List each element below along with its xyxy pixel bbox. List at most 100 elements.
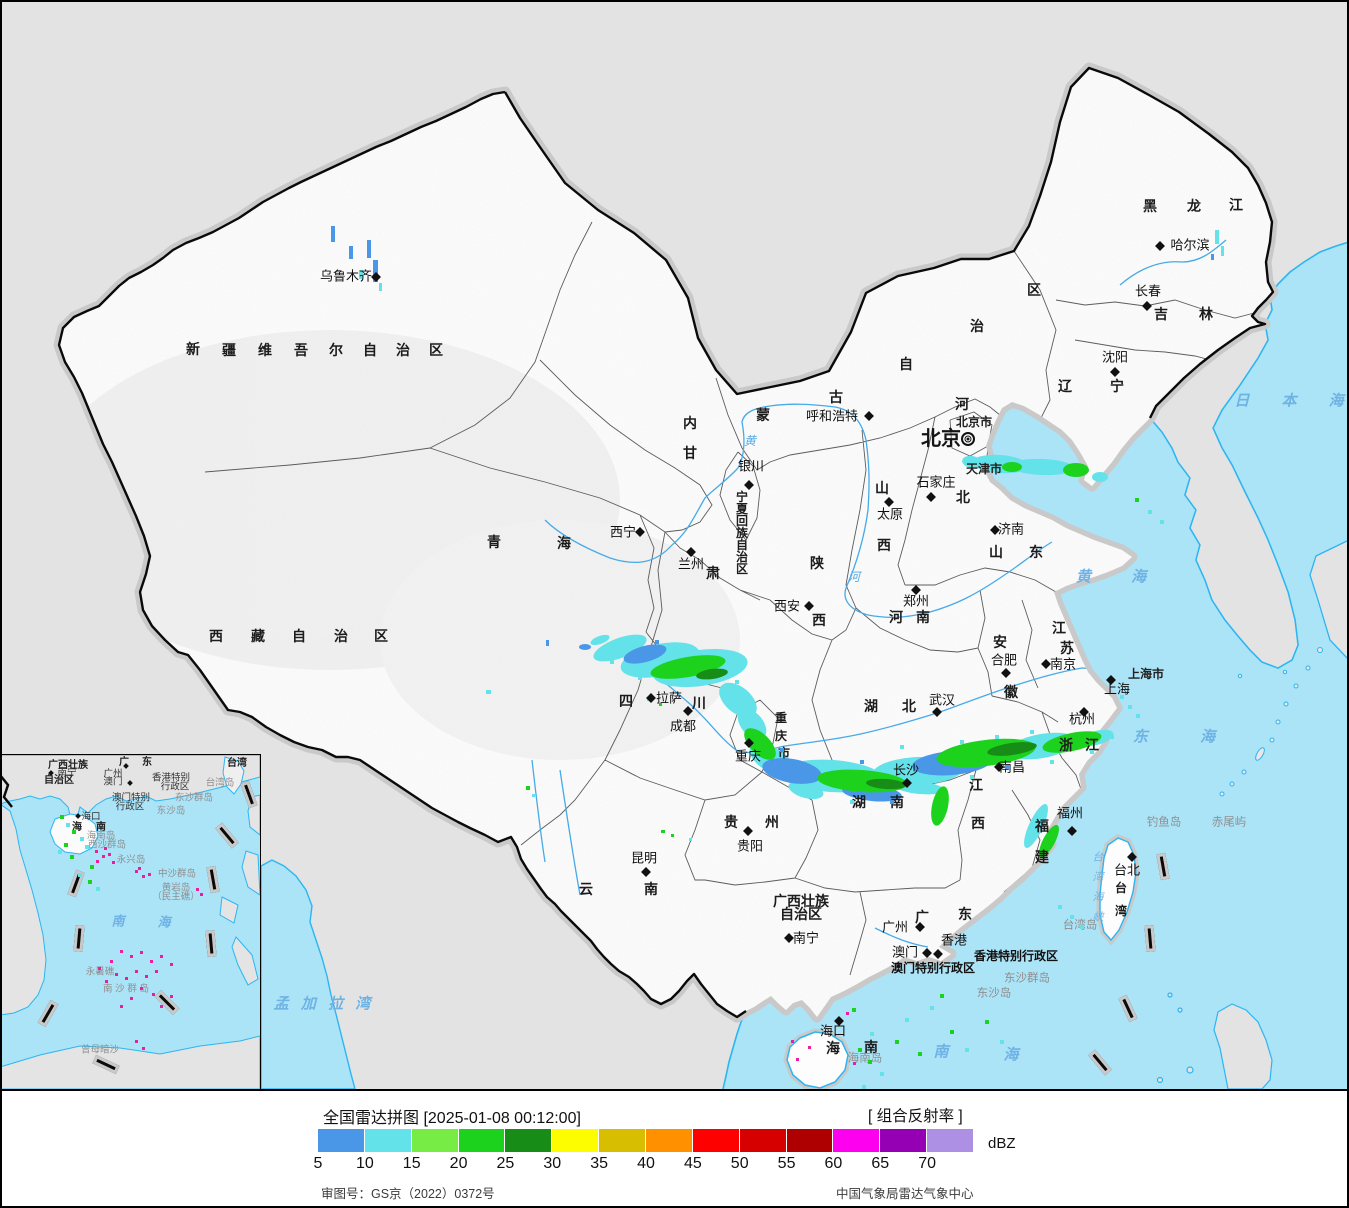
map-label: 赤尾屿 <box>1211 816 1247 829</box>
city-marker <box>371 272 381 282</box>
radar-speck <box>985 1020 989 1024</box>
map-label: 黄 <box>743 434 757 448</box>
city-label: 南京 <box>1049 656 1077 672</box>
city-label: 重庆 <box>734 748 762 764</box>
map-label: 自 <box>292 628 306 644</box>
map-label: 湖 <box>852 794 866 810</box>
radar-speck <box>1080 925 1084 929</box>
inset-china-border <box>0 774 13 808</box>
map-label: 西 <box>209 628 223 644</box>
legend-title: 全国雷达拼图 [2025-01-08 00:12:00] <box>323 1110 581 1127</box>
south-china-sea-inset <box>0 754 261 1090</box>
island-dot <box>808 1046 811 1049</box>
map-label: 治 <box>334 628 348 644</box>
map-label: 日 本 海 <box>1234 392 1349 410</box>
city-label: 拉萨 <box>655 690 683 706</box>
city-label: 西安 <box>773 598 801 614</box>
map-label: 湾 <box>1114 904 1128 918</box>
map-label: 贵 <box>724 814 738 830</box>
map-label: 疆 <box>222 342 236 358</box>
island-dot <box>110 960 113 963</box>
city-marker <box>646 693 656 703</box>
radar-speck <box>690 650 694 654</box>
nine-dash-segment <box>1088 1049 1112 1076</box>
legend-tick: 55 <box>777 1155 796 1172</box>
map-label: 西 <box>971 815 985 831</box>
radar-speck <box>870 1032 874 1036</box>
radar-speck <box>862 1085 866 1089</box>
city-label: 福州 <box>1056 805 1084 821</box>
legend-unit: dBZ <box>988 1135 1016 1152</box>
island-dot <box>160 1005 163 1008</box>
taiwan-island <box>1096 834 1140 946</box>
sea <box>723 242 1349 1089</box>
map-label: 重 <box>774 711 788 725</box>
map-label: 海 <box>1003 1046 1019 1064</box>
legend-segment <box>411 1129 459 1152</box>
map-label: 江 <box>1052 620 1066 636</box>
nine-dash-segment <box>73 925 85 952</box>
map-label: 族 <box>735 526 749 540</box>
map-label: 南 <box>933 1043 949 1061</box>
city-marker <box>744 738 754 748</box>
map-label: 治 <box>970 318 984 334</box>
radar-speck <box>58 850 62 854</box>
island-dot <box>120 950 123 953</box>
legend-segment <box>833 1129 881 1152</box>
hainan-island <box>783 1028 852 1089</box>
capital-marker <box>961 432 975 446</box>
radar-speck <box>858 1048 862 1052</box>
city-label: 澳门 <box>891 944 919 960</box>
map-label: 苏 <box>1060 640 1074 656</box>
island-dot <box>145 975 148 978</box>
island-dot <box>105 980 108 983</box>
legend-tick: 20 <box>449 1155 468 1172</box>
island-dot <box>112 861 115 864</box>
radar-speck <box>90 865 94 869</box>
map-license-number: 审图号：GS京（2022）0372号 <box>321 1187 495 1201</box>
city-marker <box>743 826 753 836</box>
radar-echoes <box>331 226 1224 858</box>
map-label: 区 <box>735 562 749 576</box>
map-label: 浙 <box>1059 737 1073 753</box>
city-marker <box>933 949 943 959</box>
map-label: 澳门特别行政区 <box>890 961 976 975</box>
legend-segment <box>646 1129 693 1152</box>
legend-segment <box>552 1129 600 1152</box>
map-label: 新 <box>186 341 200 357</box>
city-marker <box>686 547 696 557</box>
island-dot <box>150 960 153 963</box>
island-dot <box>140 987 143 990</box>
legend-segment <box>692 1129 740 1152</box>
map-label: 曾母暗沙 <box>80 1044 120 1056</box>
map-label: 山 <box>875 480 889 496</box>
radar-speck <box>1148 510 1152 514</box>
radar-speck <box>1058 905 1062 909</box>
radar-speck <box>850 800 854 804</box>
legend-tick: 25 <box>496 1155 515 1172</box>
island-dot <box>96 860 99 863</box>
legend-segment <box>739 1129 787 1152</box>
radar-speck <box>868 1060 872 1064</box>
island-dot <box>135 970 138 973</box>
map-label: 西 <box>812 612 826 628</box>
map-label: 永暑礁 <box>85 966 115 978</box>
radar-speck <box>1135 498 1139 502</box>
radar-speck <box>1050 760 1054 764</box>
radar-speck <box>950 1030 954 1034</box>
radar-speck <box>1120 695 1124 699</box>
legend-segment <box>880 1129 928 1152</box>
radar-speck <box>96 887 100 891</box>
map-label: 峡 <box>1092 911 1104 924</box>
city-marker <box>641 867 651 877</box>
nine-dash-segment <box>1118 994 1138 1023</box>
city-label: 哈尔滨 <box>1170 237 1210 253</box>
province-boundaries <box>204 221 1259 976</box>
city-marker <box>884 497 894 507</box>
map-label: 吉 <box>1154 306 1168 322</box>
city-label: 沈阳 <box>1101 349 1129 365</box>
city-label: 广州 <box>881 919 909 935</box>
city-marker <box>1110 367 1120 377</box>
island-dot <box>148 873 151 876</box>
inset-vietnam <box>0 803 47 1016</box>
